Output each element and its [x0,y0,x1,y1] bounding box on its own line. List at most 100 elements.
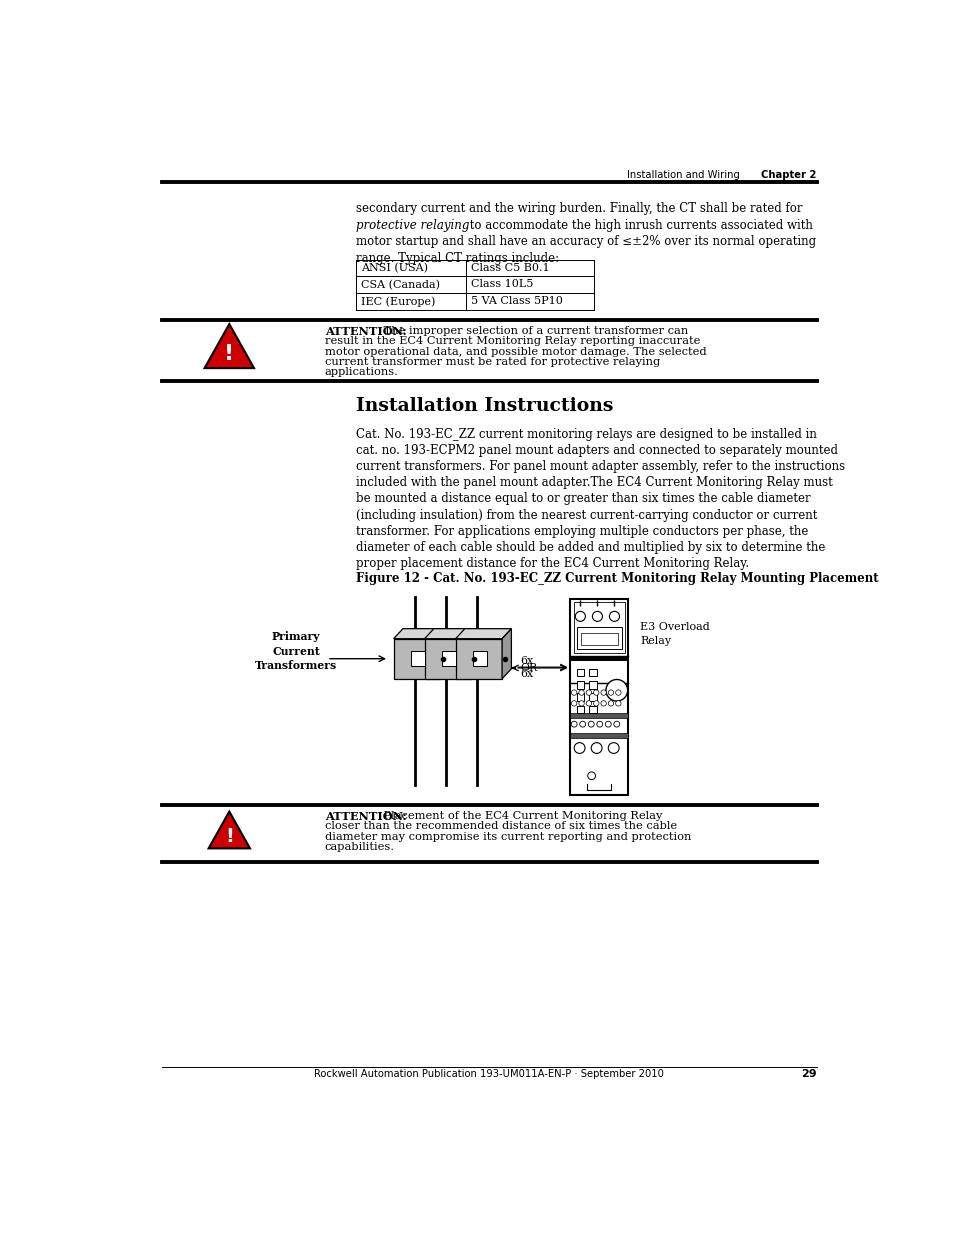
Text: proper placement distance for the EC4 Current Monitoring Relay.: proper placement distance for the EC4 Cu… [355,557,748,571]
Circle shape [593,690,598,695]
Bar [456,638,501,679]
Bar [576,705,583,714]
Text: !: ! [224,345,234,364]
Circle shape [591,742,601,753]
Bar [576,668,583,677]
Text: Figure 12 - Cat. No. 193-EC_ZZ Current Monitoring Relay Mounting Placement: Figure 12 - Cat. No. 193-EC_ZZ Current M… [355,573,878,585]
Text: 6x: 6x [519,656,533,666]
Circle shape [578,700,583,706]
Text: ATTENTION:: ATTENTION: [324,326,406,337]
Text: IEC (Europe): IEC (Europe) [360,296,435,306]
Circle shape [571,700,577,706]
Circle shape [587,772,595,779]
Text: transformer. For applications employing multiple conductors per phase, the: transformer. For applications employing … [355,525,807,537]
Polygon shape [439,629,449,679]
Text: diameter may compromise its current reporting and protection: diameter may compromise its current repo… [324,831,690,841]
Text: to accommodate the high inrush currents associated with: to accommodate the high inrush currents … [465,219,812,232]
Text: 5 VA Class 5P10: 5 VA Class 5P10 [471,296,562,306]
Circle shape [608,700,613,706]
Text: Installation Instructions: Installation Instructions [355,396,613,415]
Text: current transformers. For panel mount adapter assembly, refer to the instruction: current transformers. For panel mount ad… [355,461,843,473]
Polygon shape [424,629,480,638]
Bar [576,627,621,648]
Text: Installation and Wiring: Installation and Wiring [626,169,739,180]
Bar [570,656,628,661]
Bar [394,638,439,679]
Text: 29: 29 [801,1070,816,1079]
Bar [588,705,596,714]
Circle shape [574,742,584,753]
Text: protective relaying: protective relaying [355,219,469,232]
Bar [473,651,487,667]
Bar [576,693,583,701]
Text: included with the panel mount adapter.The EC4 Current Monitoring Relay must: included with the panel mount adapter.Th… [355,477,832,489]
Bar [442,651,456,667]
Text: result in the EC4 Current Monitoring Relay reporting inaccurate: result in the EC4 Current Monitoring Rel… [324,336,700,346]
Bar [588,668,596,677]
Text: be mounted a distance equal to or greater than six times the cable diameter: be mounted a distance equal to or greate… [355,493,809,505]
Text: 6x: 6x [519,669,533,679]
Text: ATTENTION:: ATTENTION: [324,811,406,823]
Text: closer than the recommended distance of six times the cable: closer than the recommended distance of … [324,821,676,831]
Bar [411,651,425,667]
Polygon shape [501,629,511,679]
Text: Rockwell Automation Publication 193-UM011A-EN-P · September 2010: Rockwell Automation Publication 193-UM01… [314,1070,663,1079]
Circle shape [579,721,585,727]
Polygon shape [471,629,480,679]
Circle shape [585,700,591,706]
Text: !: ! [225,827,233,846]
Text: motor operational data, and possible motor damage. The selected: motor operational data, and possible mot… [324,347,705,357]
Text: Chapter 2: Chapter 2 [760,169,816,180]
Circle shape [585,690,591,695]
Bar [424,638,471,679]
Circle shape [578,690,583,695]
Text: motor startup and shall have an accuracy of ≤±2% over its normal operating: motor startup and shall have an accuracy… [355,235,815,248]
Circle shape [608,690,613,695]
Text: Primary
Current
Transformers: Primary Current Transformers [254,631,336,671]
Circle shape [605,679,627,701]
Text: E3 Overload
Relay: E3 Overload Relay [639,621,709,646]
Polygon shape [456,629,511,638]
Bar [570,713,628,718]
Circle shape [592,611,602,621]
Text: current transformer must be rated for protective relaying: current transformer must be rated for pr… [324,357,659,367]
Bar [576,680,583,689]
Polygon shape [394,629,449,638]
Circle shape [597,721,602,727]
Text: CSA (Canada): CSA (Canada) [360,279,439,290]
Text: Class 10L5: Class 10L5 [471,279,533,289]
Text: capabilities.: capabilities. [324,842,395,852]
Bar [588,693,596,701]
Circle shape [575,611,585,621]
Bar [580,632,617,645]
Text: Placement of the EC4 Current Monitoring Relay: Placement of the EC4 Current Monitoring … [379,811,661,821]
Circle shape [615,700,620,706]
Circle shape [600,700,606,706]
Text: cat. no. 193-ECPM2 panel mount adapters and connected to separately mounted: cat. no. 193-ECPM2 panel mount adapters … [355,443,837,457]
Text: The improper selection of a current transformer can: The improper selection of a current tran… [379,326,687,336]
Circle shape [593,700,598,706]
Polygon shape [204,324,253,368]
Circle shape [571,690,577,695]
Text: ANSI (USA): ANSI (USA) [360,263,428,273]
Circle shape [588,721,594,727]
Text: secondary current and the wiring burden. Finally, the CT shall be rated for: secondary current and the wiring burden.… [355,203,801,215]
Circle shape [615,690,620,695]
Text: range. Typical CT ratings include:: range. Typical CT ratings include: [355,252,558,264]
Bar [570,732,628,739]
Circle shape [609,611,618,621]
Bar [588,680,596,689]
Text: OR: OR [519,662,537,673]
Text: diameter of each cable should be added and multiplied by six to determine the: diameter of each cable should be added a… [355,541,824,555]
Bar [570,599,628,795]
Text: applications.: applications. [324,367,398,377]
Text: (including insulation) from the nearest current-carrying conductor or current: (including insulation) from the nearest … [355,509,816,521]
Text: Class C5 B0.1: Class C5 B0.1 [471,263,549,273]
Circle shape [608,742,618,753]
Text: Cat. No. 193-EC_ZZ current monitoring relays are designed to be installed in: Cat. No. 193-EC_ZZ current monitoring re… [355,427,816,441]
Circle shape [600,690,606,695]
Circle shape [613,721,619,727]
Circle shape [571,721,577,727]
Circle shape [605,721,611,727]
Polygon shape [209,811,250,848]
